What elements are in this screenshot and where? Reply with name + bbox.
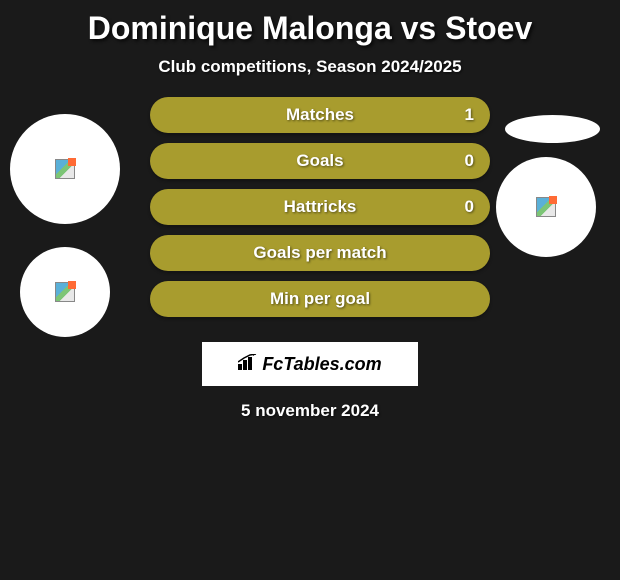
stat-bar-goals: Goals 0 bbox=[150, 143, 490, 179]
player-right-avatar bbox=[496, 157, 596, 257]
stat-value: 0 bbox=[465, 197, 474, 217]
stat-label: Min per goal bbox=[270, 289, 370, 309]
player-left-avatar-2 bbox=[20, 247, 110, 337]
stat-label: Hattricks bbox=[284, 197, 357, 217]
page-subtitle: Club competitions, Season 2024/2025 bbox=[10, 57, 610, 77]
stat-bar-hattricks: Hattricks 0 bbox=[150, 189, 490, 225]
player-right-oval bbox=[505, 115, 600, 143]
stat-label: Goals bbox=[296, 151, 343, 171]
stat-label: Goals per match bbox=[253, 243, 386, 263]
fctables-logo[interactable]: FcTables.com bbox=[202, 342, 418, 386]
stat-bar-min-per-goal: Min per goal bbox=[150, 281, 490, 317]
main-container: Dominique Malonga vs Stoev Club competit… bbox=[0, 0, 620, 431]
date-text: 5 november 2024 bbox=[10, 401, 610, 421]
broken-image-icon bbox=[55, 282, 75, 302]
page-title: Dominique Malonga vs Stoev bbox=[10, 10, 610, 47]
stat-label: Matches bbox=[286, 105, 354, 125]
comparison-area: Matches 1 Goals 0 Hattricks 0 Goals per … bbox=[10, 97, 610, 337]
stat-bar-matches: Matches 1 bbox=[150, 97, 490, 133]
broken-image-icon bbox=[536, 197, 556, 217]
stat-value: 1 bbox=[465, 105, 474, 125]
broken-image-icon bbox=[55, 159, 75, 179]
stat-bar-goals-per-match: Goals per match bbox=[150, 235, 490, 271]
logo-text: FcTables.com bbox=[262, 354, 381, 375]
stat-value: 0 bbox=[465, 151, 474, 171]
stats-column: Matches 1 Goals 0 Hattricks 0 Goals per … bbox=[150, 97, 490, 327]
chart-icon bbox=[238, 354, 258, 375]
player-left-avatar-1 bbox=[10, 114, 120, 224]
